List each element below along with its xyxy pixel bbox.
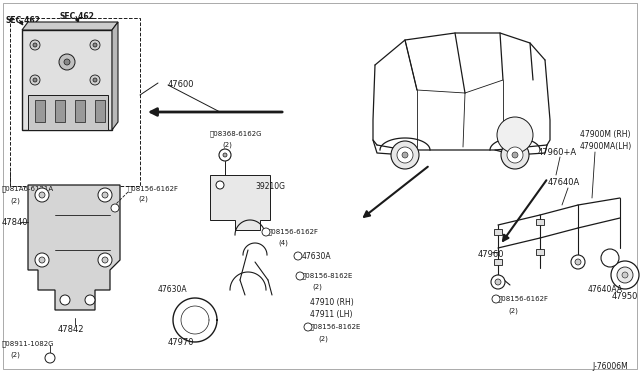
Bar	[55, 100, 65, 122]
Bar	[494, 259, 502, 265]
Circle shape	[611, 261, 639, 289]
Circle shape	[35, 188, 49, 202]
Text: Ⓞ08911-1082G: Ⓞ08911-1082G	[2, 340, 54, 347]
Circle shape	[391, 141, 419, 169]
Bar	[75, 100, 85, 122]
Text: 39210G: 39210G	[255, 182, 285, 191]
Circle shape	[223, 153, 227, 157]
Circle shape	[98, 188, 112, 202]
Bar	[494, 229, 502, 235]
Circle shape	[501, 141, 529, 169]
Text: (2): (2)	[10, 197, 20, 203]
Text: 47842: 47842	[58, 325, 84, 334]
Circle shape	[296, 272, 304, 280]
Text: 47640A: 47640A	[548, 178, 580, 187]
Circle shape	[571, 255, 585, 269]
Text: (4): (4)	[278, 240, 288, 247]
Bar	[22, 30, 112, 130]
Circle shape	[512, 152, 518, 158]
Circle shape	[397, 147, 413, 163]
Circle shape	[45, 353, 55, 363]
Text: 47960: 47960	[478, 250, 504, 259]
Text: SEC.462: SEC.462	[60, 12, 95, 21]
Bar	[35, 100, 45, 122]
Circle shape	[102, 192, 108, 198]
Text: 47970: 47970	[168, 338, 195, 347]
Text: 47840: 47840	[2, 218, 29, 227]
Text: Ⓑ08156-8162E: Ⓑ08156-8162E	[302, 272, 353, 279]
Text: Ⓝ08368-6162G: Ⓝ08368-6162G	[210, 130, 262, 137]
Circle shape	[60, 295, 70, 305]
Polygon shape	[210, 175, 270, 230]
Text: (2): (2)	[10, 352, 20, 359]
Text: Ⓑ081A6-6121A: Ⓑ081A6-6121A	[2, 185, 54, 192]
Text: 47630A: 47630A	[302, 252, 332, 261]
Circle shape	[64, 59, 70, 65]
Circle shape	[491, 275, 505, 289]
Circle shape	[262, 228, 270, 236]
Text: (2): (2)	[508, 307, 518, 314]
Text: 47950: 47950	[612, 292, 638, 301]
Text: 47900MA(LH): 47900MA(LH)	[580, 142, 632, 151]
Circle shape	[93, 43, 97, 47]
Text: (2): (2)	[318, 335, 328, 341]
Circle shape	[622, 272, 628, 278]
Circle shape	[497, 117, 533, 153]
Text: (2): (2)	[138, 196, 148, 202]
Circle shape	[33, 43, 37, 47]
Polygon shape	[28, 185, 120, 310]
Circle shape	[216, 181, 224, 189]
Text: 47640AA: 47640AA	[588, 285, 623, 294]
Text: 47911 (LH): 47911 (LH)	[310, 310, 353, 319]
Circle shape	[617, 267, 633, 283]
Text: Ⓑ08156-8162E: Ⓑ08156-8162E	[310, 323, 362, 330]
Text: Ⓑ08156-6162F: Ⓑ08156-6162F	[498, 295, 549, 302]
Text: 47960+A: 47960+A	[538, 148, 577, 157]
Circle shape	[402, 152, 408, 158]
Circle shape	[111, 204, 119, 212]
Circle shape	[30, 75, 40, 85]
Circle shape	[575, 259, 581, 265]
Circle shape	[102, 257, 108, 263]
Text: J-76006M: J-76006M	[592, 362, 628, 371]
Text: Ⓑ08156-6162F: Ⓑ08156-6162F	[268, 228, 319, 235]
Circle shape	[30, 40, 40, 50]
Circle shape	[90, 40, 100, 50]
Circle shape	[39, 257, 45, 263]
Polygon shape	[112, 22, 118, 130]
Bar	[28, 95, 108, 130]
Polygon shape	[22, 22, 118, 30]
Circle shape	[90, 75, 100, 85]
Circle shape	[33, 78, 37, 82]
Text: SEC.462: SEC.462	[5, 16, 40, 25]
Text: 47910 (RH): 47910 (RH)	[310, 298, 354, 307]
Circle shape	[219, 149, 231, 161]
Text: Ⓑ08156-6162F: Ⓑ08156-6162F	[128, 185, 179, 192]
Circle shape	[507, 147, 523, 163]
Text: (2): (2)	[222, 142, 232, 148]
Circle shape	[495, 279, 501, 285]
Text: 47630A: 47630A	[158, 285, 188, 294]
Text: 47900M (RH): 47900M (RH)	[580, 130, 630, 139]
Bar	[95, 100, 105, 122]
Circle shape	[601, 249, 619, 267]
Circle shape	[35, 253, 49, 267]
Circle shape	[294, 252, 302, 260]
Text: 47600: 47600	[168, 80, 195, 89]
Circle shape	[304, 323, 312, 331]
Circle shape	[93, 78, 97, 82]
Text: (2): (2)	[312, 283, 322, 289]
Circle shape	[492, 295, 500, 303]
Bar	[536, 219, 544, 225]
Bar	[536, 249, 544, 255]
Circle shape	[85, 295, 95, 305]
Circle shape	[59, 54, 75, 70]
Bar	[10, 18, 140, 186]
Circle shape	[98, 253, 112, 267]
Circle shape	[39, 192, 45, 198]
